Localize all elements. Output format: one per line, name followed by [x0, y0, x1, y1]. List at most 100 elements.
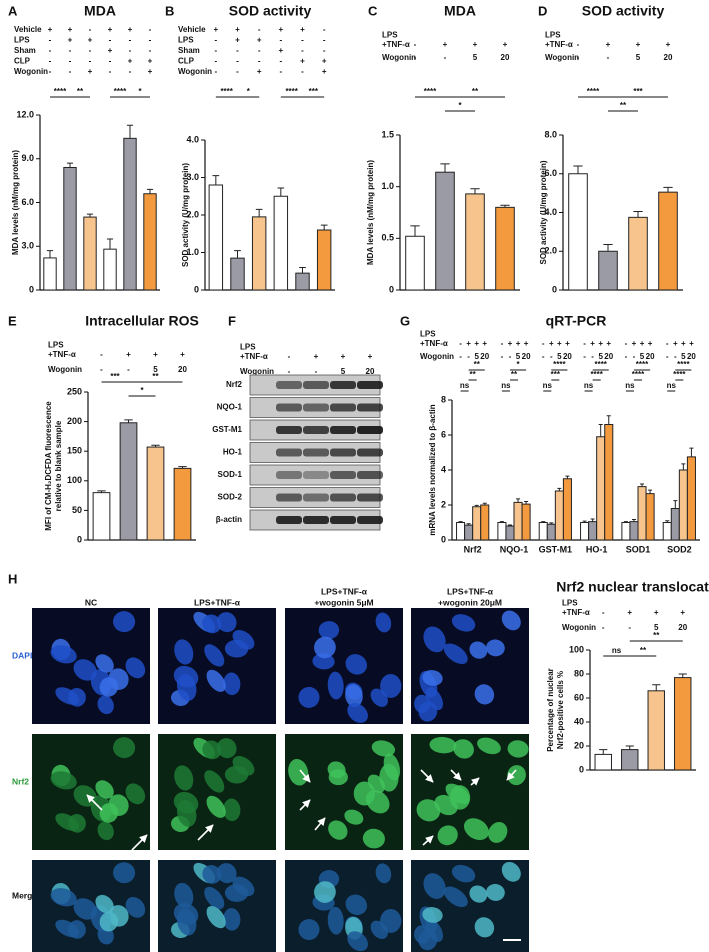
- nucleus: [414, 925, 431, 944]
- panel-label: G: [400, 313, 410, 328]
- condition-label: LPS: [382, 31, 398, 40]
- row-label: Merge: [12, 890, 37, 900]
- condition-mark: -: [109, 36, 112, 45]
- condition-mark: +: [108, 25, 113, 34]
- nucleus: [371, 740, 396, 757]
- condition-label: LPS: [562, 599, 578, 608]
- bar: [103, 248, 117, 291]
- y-tick-label: 0: [77, 534, 82, 544]
- nucleus: [99, 911, 119, 932]
- bar: [43, 257, 57, 291]
- arrow: [420, 769, 434, 783]
- nucleus: [73, 659, 97, 681]
- significance-label: ns: [612, 646, 622, 655]
- bar: [568, 173, 588, 291]
- error-bar: [474, 504, 479, 507]
- nucleus: [327, 761, 346, 779]
- condition-mark: -: [236, 67, 239, 76]
- arrow: [86, 794, 103, 811]
- nucleus: [113, 862, 136, 884]
- condition-mark: +: [508, 339, 513, 348]
- condition-mark: 20: [563, 352, 572, 361]
- condition-mark: +: [322, 57, 327, 66]
- y-axis-label: MDA levels (nM/mg protein): [11, 150, 20, 255]
- nucleus: [345, 654, 368, 675]
- condition-label: Wogonin: [240, 367, 274, 376]
- error-bar: [66, 162, 74, 168]
- significance-label: ****: [677, 360, 690, 369]
- condition-mark: +: [108, 46, 113, 55]
- condition-label: Wogonin: [562, 623, 596, 632]
- y-axis-label: relative to blank sample: [54, 420, 63, 511]
- bar: [628, 216, 648, 291]
- condition-mark: -: [323, 46, 326, 55]
- nucleus: [423, 873, 446, 899]
- condition-mark: 20: [501, 53, 510, 62]
- condition-mark: 20: [366, 367, 375, 376]
- nucleus: [50, 645, 77, 664]
- error-bar: [524, 501, 529, 505]
- nucleus: [380, 908, 402, 933]
- y-tick-label: 0: [29, 284, 34, 294]
- condition-mark: +: [278, 25, 283, 34]
- nucleus: [327, 906, 344, 935]
- significance-label: ns: [667, 381, 677, 390]
- micrograph: [285, 769, 403, 952]
- condition-mark: +: [235, 36, 240, 45]
- blot-band: [303, 403, 329, 412]
- nucleus: [206, 906, 226, 929]
- nucleus: [379, 763, 399, 792]
- y-tick-label: 0: [194, 284, 199, 294]
- blot-band: [303, 448, 329, 457]
- nucleus: [375, 612, 392, 633]
- nucleus: [347, 931, 368, 952]
- condition-mark: 20: [687, 352, 696, 361]
- significance-label: **: [472, 87, 479, 96]
- y-tick-label: 0: [552, 284, 557, 294]
- nucleus: [174, 765, 194, 791]
- x-tick-label: SOD2: [667, 544, 692, 554]
- bar: [513, 501, 523, 541]
- bar: [119, 422, 138, 541]
- nucleus: [125, 657, 146, 679]
- significance-label: ****: [590, 370, 603, 379]
- bar: [173, 467, 192, 541]
- nucleus: [223, 908, 241, 931]
- condition-label: +TNF-α: [382, 40, 410, 49]
- error-bar: [681, 463, 686, 470]
- nucleus: [345, 894, 368, 915]
- nucleus: [469, 641, 488, 659]
- error-bar: [625, 745, 634, 750]
- nucleus: [474, 917, 495, 938]
- error-bar: [146, 188, 154, 194]
- y-tick-label: 3.0: [21, 241, 34, 251]
- micrograph: [158, 734, 276, 850]
- condition-mark: +: [473, 40, 478, 49]
- micrograph: [285, 734, 403, 850]
- condition-mark: 5: [153, 365, 158, 374]
- micrograph: [32, 608, 150, 724]
- x-tick-label: NQO-1: [500, 544, 529, 554]
- condition-mark: +: [590, 339, 595, 348]
- bar: [435, 171, 455, 291]
- error-bar: [440, 163, 450, 173]
- error-bar: [482, 502, 487, 505]
- condition-mark: -: [301, 46, 304, 55]
- arrow: [314, 817, 326, 831]
- arrow: [470, 777, 480, 786]
- bar: [538, 522, 548, 541]
- nucleus: [488, 822, 508, 843]
- nucleus: [314, 881, 336, 903]
- condition-mark: -: [509, 352, 512, 361]
- bar: [674, 677, 692, 771]
- condition-mark: 5: [654, 623, 659, 632]
- bar: [594, 753, 612, 771]
- blot-band: [357, 493, 383, 502]
- condition-mark: -: [666, 339, 669, 348]
- condition-mark: -: [550, 352, 553, 361]
- significance-label: *: [247, 87, 251, 96]
- y-axis-label: MDA levels (nM/mg protein): [366, 160, 375, 265]
- nucleus: [380, 673, 402, 698]
- significance-label: *: [458, 101, 462, 110]
- bar: [143, 193, 157, 291]
